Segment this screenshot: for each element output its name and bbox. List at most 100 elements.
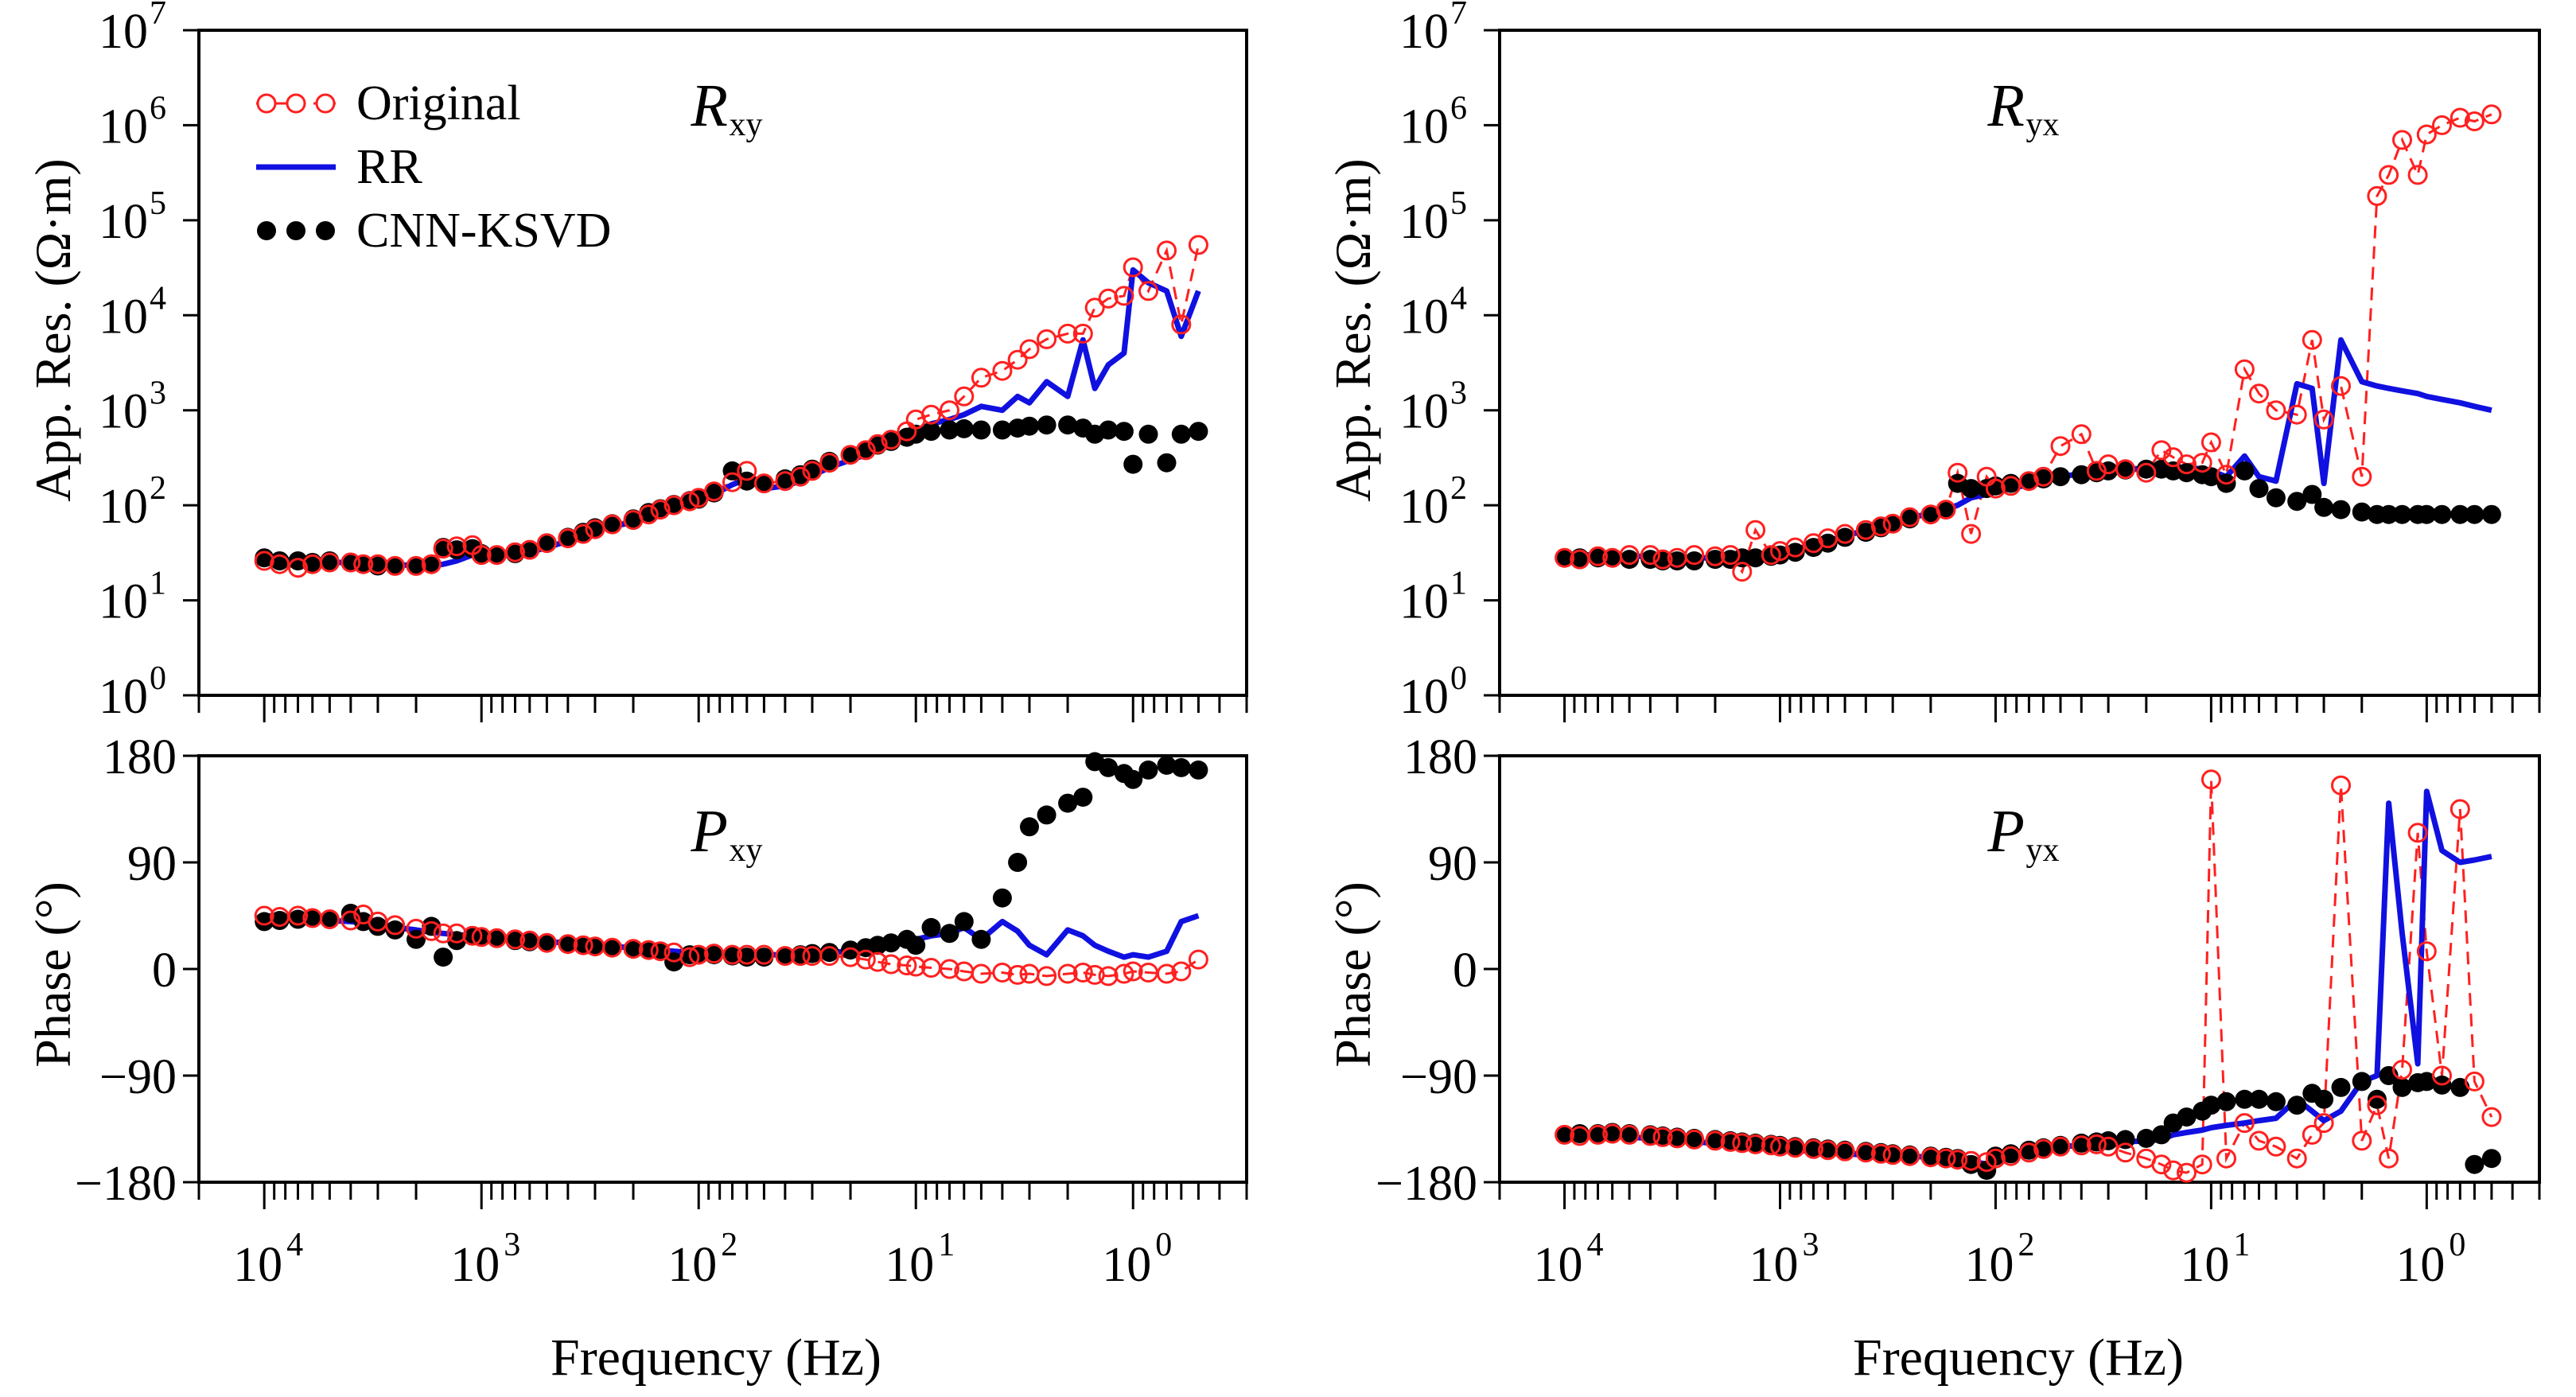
data-point-original (558, 934, 578, 955)
data-point-original (2115, 1142, 2136, 1163)
x-tick-label: 10 (1102, 1238, 1151, 1292)
data-point-cnn (2465, 1154, 2485, 1174)
data-point-original (1705, 546, 1726, 566)
x-tick-label: 10 (667, 1238, 717, 1292)
x-tick-label: 10 (1534, 1238, 1583, 1292)
data-point-cnn (537, 933, 557, 953)
legend-cnn-marker (286, 221, 305, 240)
data-point-cnn (819, 943, 839, 963)
data-point-original (1652, 1127, 1673, 1147)
data-point-cnn (2266, 488, 2286, 508)
y-tick-label-exponent: 2 (1450, 470, 1467, 507)
data-point-cnn (2417, 504, 2437, 524)
data-point-original (2071, 424, 2092, 445)
data-point-cnn (2481, 504, 2501, 524)
data-point-cnn (2352, 502, 2372, 522)
legend-rr-label: RR (356, 140, 422, 194)
data-point-original (1138, 281, 1158, 302)
data-point-original (2416, 941, 2437, 962)
x-tick-label: 10 (450, 1238, 500, 1292)
data-point-cnn (2151, 1125, 2171, 1145)
data-point-original (2392, 130, 2412, 150)
data-point-original (1652, 549, 1673, 570)
data-point-cnn (737, 471, 757, 491)
data-point-cnn (2115, 460, 2135, 480)
legend-item-rr: RR (256, 140, 422, 194)
data-point-original (1920, 1147, 1941, 1168)
data-point-original (722, 472, 742, 492)
data-point-original (819, 453, 840, 473)
data-point-cnn (1920, 504, 1940, 524)
data-point-original (2234, 1113, 2255, 1134)
y-tick-label: 10 (1399, 290, 1449, 344)
y-tick-label: 10 (1399, 195, 1449, 249)
data-point-original (940, 959, 959, 979)
data-point-original (1745, 1134, 1766, 1154)
data-point-cnn (1745, 548, 1765, 568)
data-point-original (462, 925, 483, 946)
data-point-cnn (1157, 453, 1177, 473)
y-tick-label: 180 (1403, 730, 1477, 784)
data-point-original (1037, 329, 1057, 349)
data-point-original (1684, 545, 1705, 566)
data-point-original (2018, 471, 2039, 492)
data-point-original (2379, 1148, 2399, 1169)
data-point-original (2249, 383, 2269, 404)
legend-original-label: Original (356, 76, 521, 130)
data-point-cnn (841, 445, 860, 465)
data-point-cnn (2136, 1128, 2156, 1148)
panel-title-subscript-pyx: yx (2026, 832, 2060, 869)
plot-frame-ryx (1498, 29, 2541, 697)
data-point-original (921, 404, 941, 425)
data-point-cnn (602, 938, 622, 958)
data-point-original (1084, 298, 1105, 318)
data-point-original (2432, 115, 2452, 135)
x-tick-label-exponent: 4 (286, 1227, 303, 1263)
data-point-cnn (1099, 757, 1119, 777)
data-point-cnn (2367, 1089, 2387, 1109)
data-point-cnn (487, 545, 507, 565)
data-point-original (2018, 1142, 2039, 1163)
data-point-original (855, 440, 876, 461)
data-point-cnn (302, 909, 322, 928)
data-point-cnn (2201, 1095, 2221, 1115)
data-point-original (867, 434, 888, 454)
data-point-original (650, 500, 671, 520)
legend-item-cnn: CNN-KSVD (257, 204, 611, 258)
panel-title-subscript-ryx: yx (2026, 107, 2060, 143)
data-point-original (2450, 799, 2470, 819)
data-point-original (992, 963, 1013, 983)
data-point-original (2481, 1107, 2502, 1127)
data-point-original (2033, 466, 2054, 487)
y-tick-label-exponent: 5 (150, 185, 166, 222)
data-point-original (288, 558, 308, 578)
y-tick-label: 0 (1453, 944, 1477, 998)
data-point-original (1057, 323, 1078, 344)
data-point-original (688, 944, 709, 965)
data-point-cnn (754, 473, 774, 493)
y-tick-label-exponent: 3 (1450, 376, 1467, 412)
y-tick-label: 10 (99, 385, 148, 439)
data-point-original (1870, 516, 1891, 537)
y-tick-label-exponent: 1 (150, 566, 166, 602)
data-point-original (2136, 462, 2157, 483)
x-axis-label-left: Frequency (Hz) (551, 1329, 881, 1387)
data-point-original (679, 491, 700, 512)
data-point-original (819, 946, 840, 967)
data-point-cnn (537, 533, 557, 553)
data-point-cnn (1961, 479, 1981, 499)
panel-title-subscript-pxy: xy (730, 832, 763, 869)
data-point-cnn (1138, 760, 1158, 780)
data-point-original (2379, 165, 2399, 185)
data-point-original (2151, 1154, 2172, 1175)
data-point-cnn (1835, 527, 1855, 547)
data-point-cnn (1171, 424, 1191, 444)
data-point-original (2001, 476, 2021, 496)
data-point-original (2464, 111, 2485, 131)
phase-axis-label-right: Phase (°) (1325, 881, 1381, 1068)
data-point-original (1588, 546, 1608, 566)
